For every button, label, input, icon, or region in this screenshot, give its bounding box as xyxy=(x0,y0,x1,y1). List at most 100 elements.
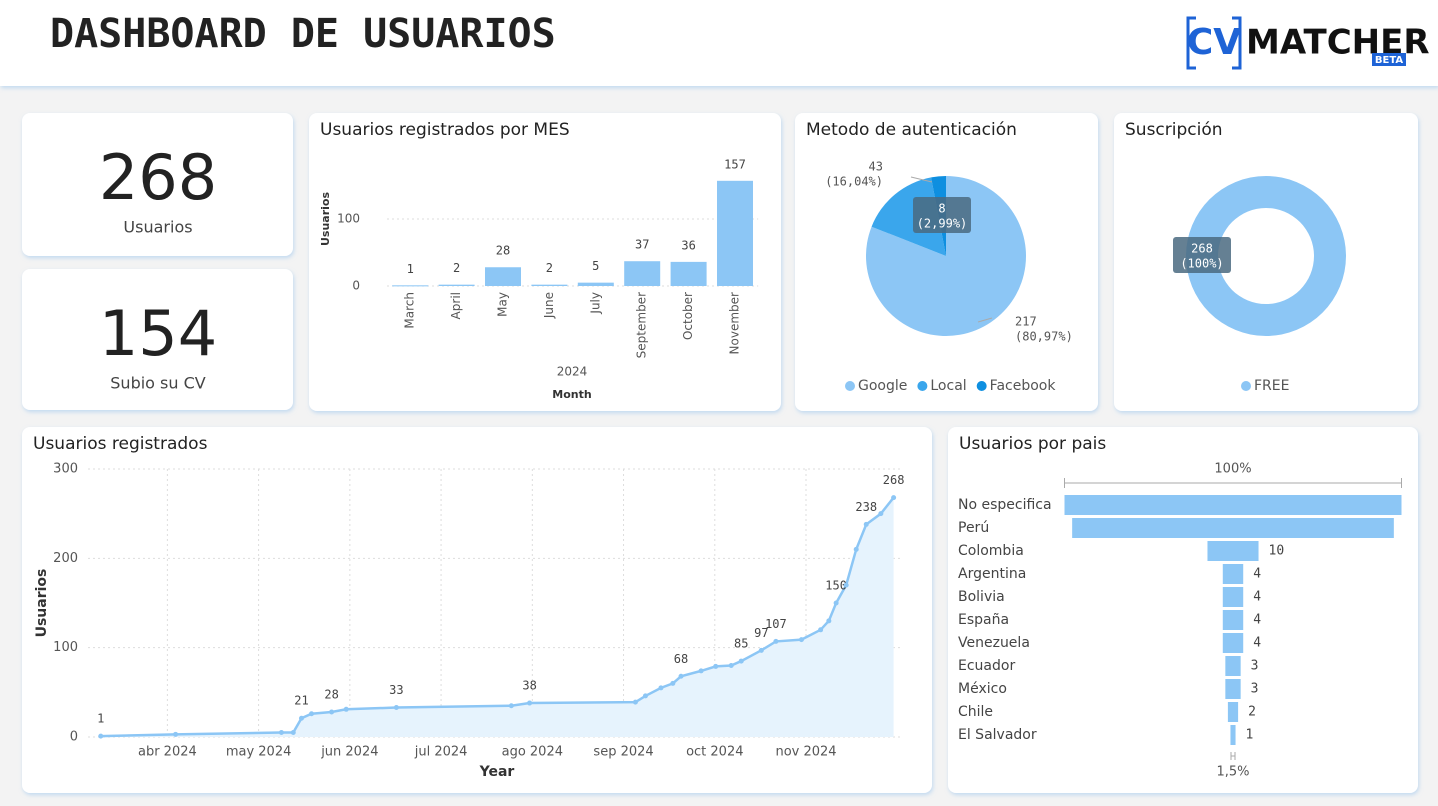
label-box xyxy=(913,197,971,233)
logo-badge-bg xyxy=(1372,53,1406,66)
data-label: 38 xyxy=(522,679,536,693)
point xyxy=(713,663,719,669)
data-label: 107 xyxy=(765,617,787,631)
point xyxy=(698,668,704,674)
y-tick-label: 300 xyxy=(53,462,78,477)
data-label: 1 xyxy=(1246,728,1254,743)
x-axis-label: Month xyxy=(552,388,591,401)
last-label: 1,5% xyxy=(1216,765,1249,780)
point xyxy=(738,658,744,664)
point xyxy=(642,693,648,699)
kpi-label: Subio su CV xyxy=(110,374,206,393)
point xyxy=(508,703,514,709)
data-label: 157 xyxy=(724,157,746,171)
x-tick-label: jul 2024 xyxy=(414,745,468,760)
legend-label: FREE xyxy=(1254,378,1289,394)
data-label: 10 xyxy=(1269,544,1285,559)
point xyxy=(843,582,849,588)
y-tick-label: 100 xyxy=(53,640,78,655)
chart-card xyxy=(22,427,932,793)
point xyxy=(393,705,399,711)
x-tick-label: June xyxy=(542,292,556,319)
logo-cv: CV xyxy=(1187,22,1241,63)
bar xyxy=(392,285,429,287)
data-label: 268 xyxy=(883,473,905,487)
funnel-bar xyxy=(1207,541,1259,561)
x-tick-label: November xyxy=(728,292,742,354)
percent-label: (16,04%) xyxy=(825,175,883,189)
kpi-value: 154 xyxy=(99,297,217,370)
page-title: DASHBOARD DE USUARIOS xyxy=(50,11,556,57)
data-label: 97 xyxy=(754,626,768,640)
data-label: 1 xyxy=(97,712,104,726)
data-label: 85 xyxy=(734,637,748,651)
logo-badge: BETA xyxy=(1375,55,1403,66)
category-label: No especifica xyxy=(958,497,1052,513)
x-tick-label: October xyxy=(681,292,695,340)
point xyxy=(309,711,315,717)
x-tick-label: September xyxy=(635,292,649,358)
data-label: 33 xyxy=(389,683,403,697)
x-tick-label: oct 2024 xyxy=(686,745,743,760)
percent-label: (80,97%) xyxy=(1015,330,1073,344)
point xyxy=(863,521,869,527)
x-tick-label: July xyxy=(588,292,602,315)
legend-swatch xyxy=(917,381,928,391)
point xyxy=(798,637,804,643)
x-tick-label: nov 2024 xyxy=(775,745,836,760)
donut-slice xyxy=(1186,176,1346,336)
funnel-bar xyxy=(1222,633,1244,653)
legend-label: Facebook xyxy=(990,378,1057,394)
area-fill xyxy=(100,497,894,737)
percent-label: (100%) xyxy=(1180,257,1223,271)
data-label: 268 xyxy=(1191,242,1213,256)
category-label: Colombia xyxy=(958,543,1024,559)
point xyxy=(891,495,897,501)
funnel-bar xyxy=(1225,656,1241,676)
scale-bracket xyxy=(1064,478,1402,488)
x-tick-label: jun 2024 xyxy=(320,745,378,760)
data-label: 5 xyxy=(592,259,599,273)
funnel-bar xyxy=(1222,610,1244,630)
legend-swatch xyxy=(845,381,855,391)
chart-title: Usuarios registrados xyxy=(33,434,208,454)
x-tick-label: May xyxy=(496,292,510,317)
chart-title: Suscripción xyxy=(1125,120,1223,140)
data-label: 21 xyxy=(294,694,308,708)
point xyxy=(670,680,676,686)
bar xyxy=(531,284,568,286)
point xyxy=(878,511,884,517)
data-label: 28 xyxy=(496,244,510,258)
y-axis-label: Usuarios xyxy=(34,569,50,638)
category-label: Chile xyxy=(958,704,993,720)
x-tick-label: March xyxy=(403,292,417,329)
point xyxy=(290,730,296,736)
point xyxy=(278,730,284,736)
data-label: 1 xyxy=(407,262,414,276)
x-group-label: 2024 xyxy=(557,365,588,379)
data-label: 68 xyxy=(674,652,688,666)
category-label: Argentina xyxy=(958,566,1026,582)
data-label: 2 xyxy=(546,261,553,275)
x-tick-label: may 2024 xyxy=(226,745,292,760)
category-label: El Salvador xyxy=(958,727,1037,743)
point xyxy=(678,673,684,679)
legend-swatch xyxy=(1241,381,1251,391)
point xyxy=(773,638,779,644)
chart-title: Usuarios registrados por MES xyxy=(320,120,570,140)
x-tick-label: ago 2024 xyxy=(502,745,563,760)
data-label: 150 xyxy=(825,579,847,593)
data-label: 4 xyxy=(1253,567,1261,582)
x-axis-label: Year xyxy=(479,764,515,780)
chart-title: Usuarios por pais xyxy=(959,434,1106,454)
point xyxy=(632,699,638,705)
logo-bracket xyxy=(1186,16,1242,70)
point xyxy=(173,731,179,737)
point xyxy=(658,685,664,691)
kpi-card xyxy=(22,113,293,256)
bar xyxy=(577,282,614,286)
cards xyxy=(22,113,1418,793)
data-label: 2 xyxy=(1248,705,1256,720)
bar xyxy=(485,267,521,286)
